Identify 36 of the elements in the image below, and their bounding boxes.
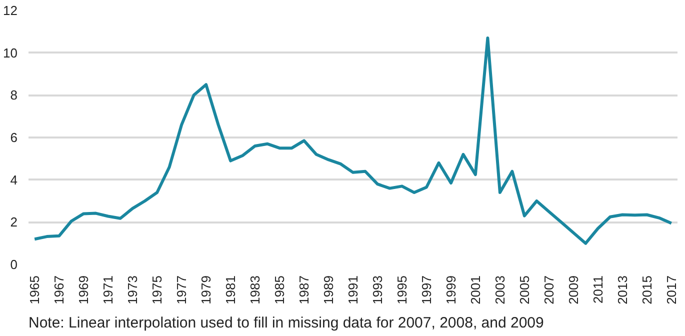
x-tick-label: 1967 <box>52 276 67 304</box>
x-tick-label: 2003 <box>492 276 508 304</box>
y-tick-label: 8 <box>10 88 18 103</box>
x-tick-label: 2001 <box>468 276 483 304</box>
x-tick-label: 2005 <box>516 276 532 304</box>
x-tick-label: 2011 <box>590 275 606 304</box>
y-tick-label: 2 <box>10 214 18 230</box>
x-tick-label: 2007 <box>541 276 556 304</box>
x-tick-label: 1983 <box>248 276 263 304</box>
x-tick-label: 1991 <box>346 276 360 304</box>
y-tick-label: 12 <box>3 3 18 18</box>
x-tick-label: 1987 <box>296 276 312 304</box>
x-tick-label: 1985 <box>272 276 288 304</box>
y-tick-label: 0 <box>10 257 18 272</box>
x-tick-label: 1997 <box>418 276 434 304</box>
y-tick-label: 6 <box>10 130 18 145</box>
x-tick-label: 2013 <box>614 276 630 304</box>
y-tick-label: 4 <box>10 172 18 188</box>
y-tick-label: 10 <box>3 45 18 60</box>
x-tick-label: 2017 <box>664 276 679 304</box>
x-tick-label: 1995 <box>394 276 410 304</box>
x-tick-label: 1977 <box>174 276 190 304</box>
x-tick-label: 1993 <box>370 276 385 304</box>
line-series <box>33 36 673 245</box>
x-tick-label: 2009 <box>566 276 581 304</box>
x-tick-label: 1975 <box>150 276 165 304</box>
x-tick-label: 1971 <box>100 276 116 304</box>
x-tick-label: 2015 <box>639 276 654 304</box>
x-tick-label: 1981 <box>223 276 238 304</box>
x-tick-label: 1965 <box>27 276 42 304</box>
x-tick-label: 1969 <box>76 276 92 304</box>
x-tick-label: 1973 <box>125 276 140 304</box>
x-tick-label: 1989 <box>321 276 336 304</box>
text: Note: Linear interpolation used to fill in missing data for 2007, 2008, and 2009 <box>28 314 544 332</box>
x-tick-label: 1999 <box>443 276 458 304</box>
x-tick-label: 1979 <box>198 276 214 304</box>
